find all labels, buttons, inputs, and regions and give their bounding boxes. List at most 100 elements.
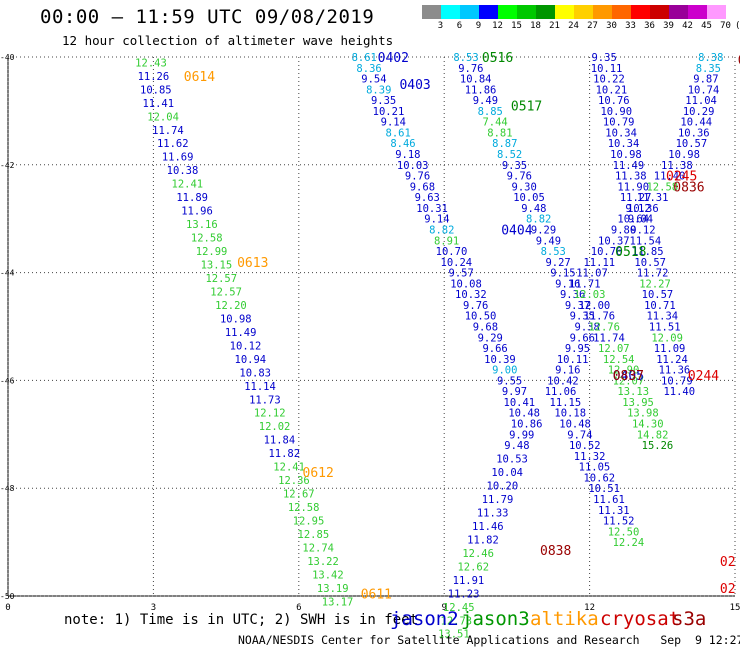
wave-height-label: 11.82 xyxy=(467,534,499,546)
wave-height-label: 11.49 xyxy=(613,160,645,172)
legend-s3a: s3a xyxy=(672,608,707,630)
wave-height-label: 14.82 xyxy=(637,429,669,441)
wave-height-label: 10.52 xyxy=(569,440,601,452)
pass-time-label: 0517 xyxy=(511,100,542,115)
wave-height-label: 12.85 xyxy=(298,529,330,541)
wave-height-label: 10.42 xyxy=(547,375,579,387)
wave-height-label: 10.85 xyxy=(140,84,172,96)
wave-height-label: 10.79 xyxy=(603,117,635,129)
wave-height-label: 10.86 xyxy=(511,419,543,431)
legend-altika: altika xyxy=(530,608,599,630)
wave-height-label: 10.98 xyxy=(610,149,642,161)
wave-height-label: 12.41 xyxy=(273,462,305,474)
colorbar-swatch xyxy=(669,5,688,19)
colorbar-label: 15 xyxy=(511,21,522,31)
wave-height-label: 9.16 xyxy=(555,365,580,377)
colorbar-label: 18 xyxy=(530,21,541,31)
wave-height-label: 12.57 xyxy=(205,273,237,285)
wave-height-label: 10.32 xyxy=(455,289,487,301)
wave-height-label: 12.07 xyxy=(613,375,645,387)
wave-height-label: 8.53 xyxy=(453,52,478,64)
colorbar-swatch xyxy=(593,5,612,19)
wave-height-label: 11.14 xyxy=(244,381,276,393)
colorbar-label: 33 xyxy=(625,21,636,31)
wave-height-label: 11.24 xyxy=(656,354,688,366)
wave-height-label: 9.35 xyxy=(371,95,396,107)
wave-height-label: 11.31 xyxy=(637,192,669,204)
wave-height-label: 11.62 xyxy=(157,138,189,150)
x-tick-label: 6 xyxy=(296,603,301,613)
wave-height-label: 12.27 xyxy=(639,278,671,290)
pass-time-label: 0838 xyxy=(540,544,571,559)
y-tick-label: -40 xyxy=(0,53,15,62)
colorbar-label: 12 xyxy=(492,21,503,31)
colorbar-swatch xyxy=(707,5,726,19)
wave-height-label: 12.20 xyxy=(215,300,247,312)
wave-height-label: 12.03 xyxy=(574,289,606,301)
wave-height-label: 9.87 xyxy=(693,74,718,86)
pass-time-label: 02 xyxy=(720,582,736,597)
pass-time-label: 0245 xyxy=(666,170,697,185)
wave-height-label: 10.53 xyxy=(496,454,528,466)
wave-height-label: 10.20 xyxy=(487,481,519,493)
legend-jason2: jason2 xyxy=(390,608,459,630)
wave-height-label: 12.00 xyxy=(579,300,611,312)
wave-height-label: 10.76 xyxy=(591,246,623,258)
wave-height-label: 9.66 xyxy=(570,332,595,344)
pass-time-label: 0614 xyxy=(184,70,215,85)
pass-time-label: 0244 xyxy=(688,369,719,384)
pass-time-label: 0403 xyxy=(399,78,430,93)
wave-height-label: 12.41 xyxy=(172,179,204,191)
colorbar-legend xyxy=(422,5,726,19)
wave-height-label: 12.36 xyxy=(278,475,310,487)
wave-height-label: 11.06 xyxy=(545,386,577,398)
legend-jason3: jason3 xyxy=(461,608,530,630)
wave-height-label: 11.76 xyxy=(583,311,615,323)
wave-height-label: 12.50 xyxy=(608,526,640,538)
colorbar-swatch xyxy=(555,5,574,19)
wave-height-label: 12.74 xyxy=(302,542,334,554)
wave-height-label: 12.57 xyxy=(210,286,242,298)
wave-height-label: 11.73 xyxy=(249,394,281,406)
wave-height-label: 12.95 xyxy=(293,516,325,528)
wave-height-label: 8.35 xyxy=(696,63,721,75)
wave-height-label: 10.03 xyxy=(397,160,429,172)
wave-height-label: 9.95 xyxy=(565,343,590,355)
wave-height-label: 10.34 xyxy=(605,127,637,139)
wave-height-label: 14.30 xyxy=(632,419,664,431)
wave-height-label: 13.98 xyxy=(627,408,659,420)
wave-height-label: 9.18 xyxy=(395,149,420,161)
wave-height-label: 11.49 xyxy=(225,327,257,339)
wave-height-label: 11.74 xyxy=(152,125,184,137)
wave-height-label: 13.42 xyxy=(312,569,344,581)
wave-height-label: 11.05 xyxy=(579,462,611,474)
wave-height-label: 10.62 xyxy=(583,472,615,484)
wave-height-label: 10.57 xyxy=(634,257,666,269)
colorbar-label: 3 xyxy=(437,21,444,31)
wave-height-label: 10.36 xyxy=(678,127,710,139)
wave-height-label: 10.51 xyxy=(588,483,620,495)
colorbar-label: 9 xyxy=(475,21,482,31)
colorbar-swatch xyxy=(517,5,536,19)
wave-height-label: 9.76 xyxy=(463,300,488,312)
wave-height-label: 12.04 xyxy=(147,111,179,123)
x-tick-label: 12 xyxy=(584,603,595,613)
wave-height-label: 12.45 xyxy=(443,602,475,614)
wave-height-label: 12.76 xyxy=(588,322,620,334)
wave-height-label: 9.36 xyxy=(560,289,585,301)
wave-height-label: 8.61 xyxy=(386,127,411,139)
wave-height-label: 11.96 xyxy=(181,206,213,218)
wave-height-label: 10.48 xyxy=(508,408,540,420)
wave-height-label: 9.29 xyxy=(531,224,556,236)
wave-height-label: 11.04 xyxy=(685,95,717,107)
wave-height-label: 9.14 xyxy=(424,214,449,226)
y-tick-label: -48 xyxy=(0,484,15,493)
wave-height-label: 12.07 xyxy=(598,343,630,355)
wave-height-label: 8.87 xyxy=(492,138,517,150)
wave-height-label: 9.57 xyxy=(449,268,474,280)
wave-height-label: 9.30 xyxy=(512,181,537,193)
wave-height-label: 10.34 xyxy=(608,138,640,150)
wave-height-label: 11.41 xyxy=(142,98,174,110)
wave-height-label: 9.00 xyxy=(492,365,517,377)
